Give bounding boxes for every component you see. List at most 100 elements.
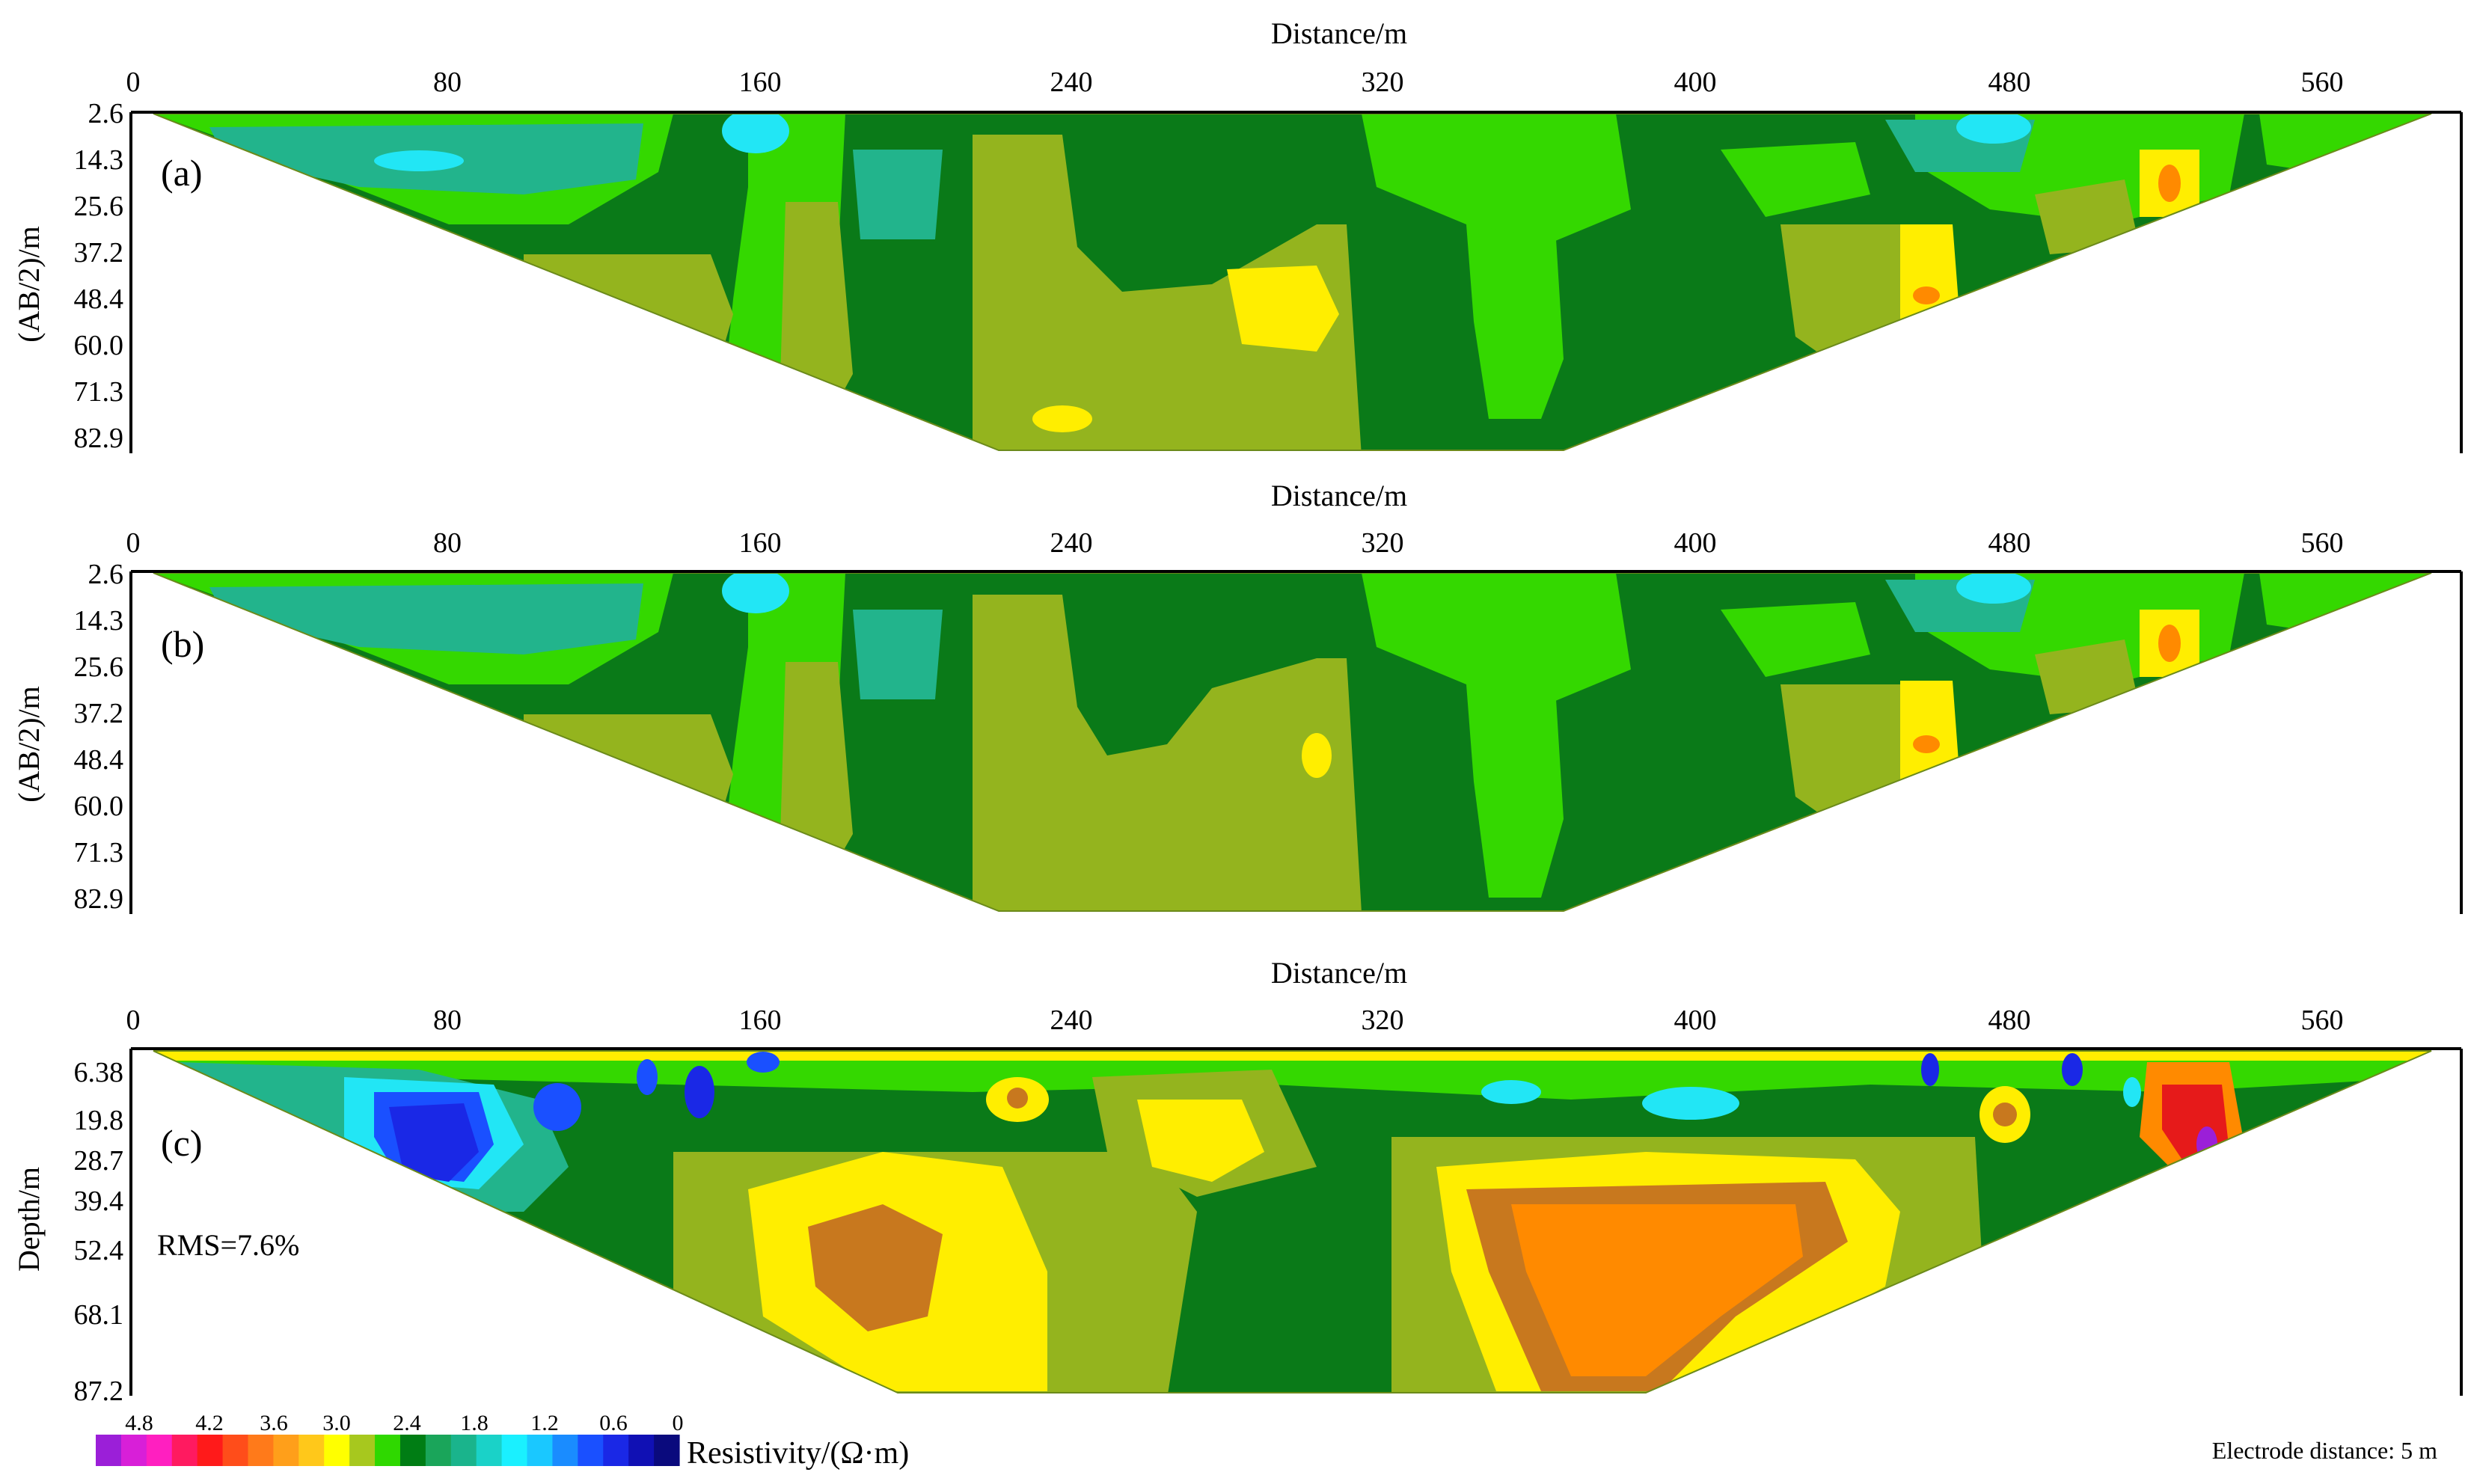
colorbar-swatches [96, 1435, 680, 1466]
panel-c: Distance/m 0 80 160 240 320 400 480 560 … [12, 956, 2463, 1407]
y-tick-label: 48.4 [74, 744, 124, 776]
region [1362, 573, 1631, 707]
colorbar-tick-label: 0.6 [599, 1411, 628, 1435]
region [1721, 602, 1870, 677]
low-anomaly [1956, 573, 2031, 604]
colorbar-tick-label: 3.6 [260, 1411, 288, 1435]
high-anomaly [2158, 625, 2181, 662]
section-outline [153, 1050, 2432, 1393]
x-tick-label: 560 [2301, 1005, 2344, 1036]
y-ticks: 2.6 14.3 25.6 37.2 48.4 60.0 71.3 82.9 [74, 559, 124, 915]
colorbar-tick-label: 0 [673, 1411, 684, 1435]
high-anomaly [1137, 1100, 1264, 1182]
colorbar-swatch [197, 1435, 224, 1466]
x-tick-label: 80 [433, 67, 462, 98]
region [524, 254, 733, 419]
region [153, 1051, 2431, 1061]
resistivity-section-b [153, 573, 2431, 911]
panel-label: (a) [161, 152, 203, 194]
x-tick-label: 400 [1674, 1005, 1717, 1036]
y-tick-label: 48.4 [74, 283, 124, 315]
colorbar-tick-label: 2.4 [393, 1411, 421, 1435]
region [2035, 640, 2140, 714]
y-ticks: 2.6 14.3 25.6 37.2 48.4 60.0 71.3 82.9 [74, 98, 124, 454]
x-tick-label: 400 [1674, 67, 1717, 98]
x-tick-label: 480 [1988, 67, 2031, 98]
region [853, 150, 943, 239]
low-anomaly [1921, 1053, 1939, 1086]
region [973, 135, 1362, 450]
low-anomaly [1481, 1080, 1541, 1104]
x-tick-label: 0 [126, 527, 141, 559]
y-tick-label: 2.6 [88, 98, 124, 129]
low-anomaly [1642, 1087, 1739, 1120]
high-anomaly [1913, 286, 1940, 304]
colorbar-swatch [120, 1435, 147, 1466]
colorbar-swatch [146, 1435, 173, 1466]
resistivity-section-c [153, 1051, 2431, 1393]
region [1466, 684, 1564, 898]
high-anomaly [1007, 1088, 1028, 1109]
region [973, 595, 1362, 911]
x-tick-label: 560 [2301, 67, 2344, 98]
x-tick-label: 0 [126, 67, 141, 98]
colorbar-swatch [476, 1435, 503, 1466]
y-tick-label: 60.0 [74, 330, 124, 361]
low-anomaly [1956, 114, 2031, 144]
electrode-distance: Electrode distance: 5 m [2212, 1437, 2437, 1464]
region [2035, 180, 2140, 254]
x-ticks: 0 80 160 240 320 400 480 560 [126, 1005, 2344, 1036]
colorbar-tick-label: 1.8 [460, 1411, 489, 1435]
low-anomaly [722, 573, 789, 613]
region [524, 714, 733, 879]
y-tick-label: 28.7 [74, 1145, 124, 1177]
x-tick-label: 320 [1362, 1005, 1404, 1036]
x-tick-label: 240 [1050, 67, 1093, 98]
region [153, 1051, 2431, 1100]
colorbar-swatch [324, 1435, 350, 1466]
low-anomaly [2062, 1053, 2083, 1086]
x-tick-label: 560 [2301, 527, 2344, 559]
colorbar-swatch [450, 1435, 477, 1466]
y-tick-label: 14.3 [74, 144, 124, 176]
colorbar-swatch [501, 1435, 528, 1466]
y-tick-label: 19.8 [74, 1105, 124, 1136]
low-anomaly [389, 1103, 479, 1182]
x-tick-label: 480 [1988, 1005, 2031, 1036]
colorbar-tick-label: 3.0 [322, 1411, 351, 1435]
y-axis-title: Depth/m [12, 1167, 46, 1272]
region [1362, 114, 1631, 247]
x-axis-title: Distance/m [1271, 956, 1407, 990]
high-anomaly [2196, 1126, 2217, 1162]
colorbar-swatch [273, 1435, 299, 1466]
x-tick-label: 160 [739, 67, 782, 98]
x-tick-label: 160 [739, 1005, 782, 1036]
colorbar-swatch [399, 1435, 426, 1466]
y-tick-label: 71.3 [74, 837, 124, 868]
x-tick-label: 320 [1362, 527, 1404, 559]
low-anomaly [685, 1066, 714, 1118]
y-tick-label: 25.6 [74, 651, 124, 683]
y-tick-label: 2.6 [88, 559, 124, 590]
colorbar: 4.8 4.2 3.6 3.0 2.4 1.8 1.2 0.6 0 Resist… [96, 1411, 909, 1471]
x-tick-label: 240 [1050, 1005, 1093, 1036]
x-axis-title: Distance/m [1271, 479, 1407, 512]
y-tick-label: 39.4 [74, 1186, 124, 1217]
high-anomaly [1032, 405, 1092, 432]
resistivity-section-a [153, 114, 2431, 450]
x-tick-label: 80 [433, 1005, 462, 1036]
colorbar-swatch [222, 1435, 249, 1466]
high-anomaly [2158, 165, 2181, 202]
x-ticks: 0 80 160 240 320 400 480 560 [126, 527, 2344, 559]
colorbar-swatch [628, 1435, 655, 1466]
low-anomaly [637, 1059, 658, 1095]
high-anomaly [1227, 266, 1339, 352]
low-anomaly [747, 1052, 780, 1073]
region [1466, 224, 1564, 419]
high-anomaly [1900, 681, 1960, 782]
y-tick-label: 52.4 [74, 1235, 124, 1266]
high-anomaly [1913, 735, 1940, 753]
y-tick-label: 6.38 [74, 1057, 124, 1088]
low-anomaly [722, 114, 789, 153]
